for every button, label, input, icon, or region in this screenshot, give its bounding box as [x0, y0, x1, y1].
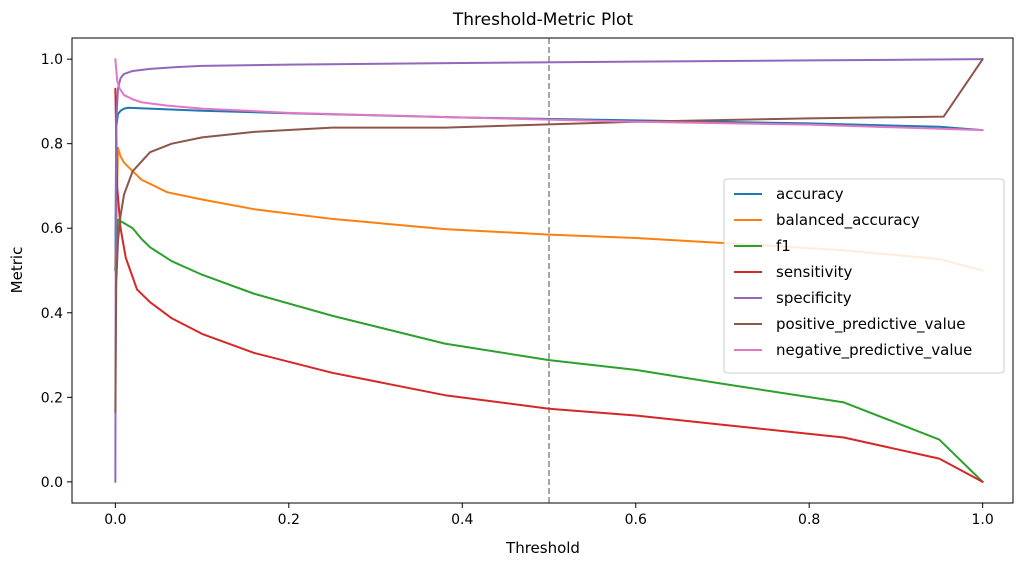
legend-box — [723, 178, 1005, 374]
x-tick-label: 0.0 — [104, 512, 126, 528]
series-line-positive-predictive-value — [114, 58, 984, 414]
y-tick-label: 0.0 — [41, 475, 63, 491]
legend-label-positive-predictive-value: positive_predictive_value — [776, 315, 966, 334]
series-line-negative-predictive-value — [114, 58, 984, 132]
legend-label-negative-predictive-value: negative_predictive_value — [776, 341, 972, 360]
legend-label-balanced-accuracy: balanced_accuracy — [776, 211, 920, 230]
x-tick-label: 0.6 — [625, 512, 647, 528]
x-axis-title: Threshold — [505, 539, 580, 557]
axis-ticks: 0.0 0.2 0.4 0.6 0.8 1.0 0.0 0.2 0.4 0.6 0.8 1.0 — [41, 52, 994, 528]
chart-title: Threshold-Metric Plot — [452, 10, 634, 30]
y-tick-label: 0.8 — [41, 137, 63, 153]
y-tick-label: 1.0 — [41, 52, 63, 68]
series-line-accuracy — [114, 106, 984, 272]
legend-label-sensitivity: sensitivity — [776, 263, 853, 281]
x-tick-label: 1.0 — [972, 512, 994, 528]
legend-label-specificity: specificity — [776, 289, 852, 307]
series-line-sensitivity — [114, 87, 984, 483]
legend: accuracy balanced_accuracy f1 sensitivity sp… — [723, 178, 1005, 374]
legend-label-f1: f1 — [776, 237, 791, 255]
y-tick-label: 0.4 — [41, 306, 63, 322]
plot-frame — [71, 37, 1014, 504]
y-tick-label: 0.2 — [41, 390, 63, 406]
x-tick-label: 0.2 — [278, 512, 300, 528]
series-line-f1 — [114, 218, 984, 483]
x-tick-label: 0.4 — [451, 512, 473, 528]
y-tick-label: 0.6 — [41, 221, 63, 237]
y-axis-title: Metric — [8, 247, 26, 294]
series-line-specificity — [114, 58, 984, 483]
legend-label-accuracy: accuracy — [776, 185, 844, 203]
x-tick-label: 0.8 — [798, 512, 820, 528]
